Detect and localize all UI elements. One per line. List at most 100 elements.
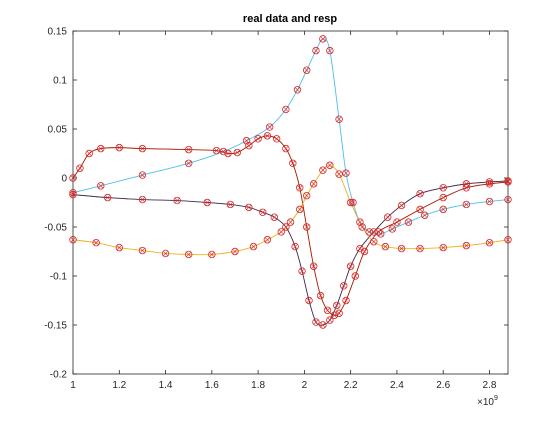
data-point-cross xyxy=(463,243,469,249)
data-point-marker xyxy=(305,296,313,305)
data-point-marker xyxy=(254,135,262,143)
x-exponent-base: ×10 xyxy=(477,397,494,408)
data-point-marker xyxy=(356,218,364,226)
data-point-cross xyxy=(70,237,76,243)
data-point-marker xyxy=(277,228,285,236)
data-point-marker xyxy=(319,166,327,174)
data-point-marker xyxy=(302,66,311,74)
data-point-cross xyxy=(297,206,303,212)
data-point-cross xyxy=(204,199,210,206)
data-point-cross xyxy=(486,181,493,187)
marker-layer xyxy=(69,35,512,329)
data-point-cross xyxy=(264,237,270,243)
data-point-cross xyxy=(250,244,256,250)
data-point-cross xyxy=(348,263,354,269)
data-point-cross xyxy=(311,181,317,187)
data-point-marker xyxy=(309,180,318,188)
data-point-marker xyxy=(296,184,304,192)
data-point-cross xyxy=(255,136,261,142)
data-point-cross xyxy=(505,237,511,243)
data-point-marker xyxy=(416,189,424,198)
data-point-marker xyxy=(485,238,494,247)
data-point-cross xyxy=(70,190,76,196)
data-point-marker xyxy=(416,244,424,253)
data-point-cross xyxy=(213,148,219,154)
data-point-cross xyxy=(70,192,76,198)
data-point-cross xyxy=(271,214,277,220)
data-point-marker xyxy=(462,200,471,209)
data-point-marker xyxy=(302,191,311,200)
data-point-cross xyxy=(139,197,145,203)
data-point-marker xyxy=(242,137,251,145)
data-point-cross xyxy=(399,246,405,252)
data-point-cross xyxy=(86,150,92,157)
data-point-cross xyxy=(246,204,252,210)
data-point-marker xyxy=(504,195,512,204)
data-point-marker xyxy=(335,309,343,317)
data-point-cross xyxy=(417,206,423,212)
data-point-marker xyxy=(370,228,378,236)
data-point-marker xyxy=(370,237,378,246)
data-point-marker xyxy=(416,205,424,214)
data-point-marker xyxy=(219,147,228,156)
data-point-marker xyxy=(92,238,100,247)
data-point-marker xyxy=(333,301,341,310)
data-point-cross xyxy=(174,198,180,204)
data-point-cross xyxy=(299,268,305,274)
data-point-marker xyxy=(293,86,302,94)
data-point-cross xyxy=(334,302,340,308)
x-tick-label: 1.6 xyxy=(205,380,219,391)
tick-marks: 1 1.2 1.4 1.6 1.8 2 2.2 2.4 2.6 2.8 -0.2 -0.15 -0.1 -… xyxy=(44,27,508,391)
data-point-marker xyxy=(365,228,373,236)
data-point-marker xyxy=(173,196,181,205)
data-point-marker xyxy=(184,145,193,154)
data-point-marker xyxy=(404,218,413,226)
y-tick-label: 0.15 xyxy=(48,27,68,38)
data-point-cross xyxy=(274,136,280,142)
data-point-marker xyxy=(319,321,327,329)
y-tick-label: 0 xyxy=(61,174,67,185)
y-tick-label: -0.05 xyxy=(44,223,67,234)
data-point-cross xyxy=(327,317,333,323)
data-point-marker xyxy=(421,211,429,219)
data-point-marker xyxy=(349,198,357,207)
data-point-cross xyxy=(186,160,192,166)
data-point-marker xyxy=(184,159,193,167)
x-tick-label: 1.2 xyxy=(112,380,126,391)
data-point-marker xyxy=(263,236,272,244)
data-point-cross xyxy=(417,191,423,197)
data-point-cross xyxy=(77,165,83,171)
data-point-marker xyxy=(323,306,332,314)
data-point-marker xyxy=(383,213,392,221)
data-point-cross xyxy=(283,106,289,112)
data-point-cross xyxy=(371,229,377,235)
data-point-cross xyxy=(440,245,446,251)
data-point-cross xyxy=(505,197,511,203)
data-point-marker xyxy=(69,190,77,199)
data-point-cross xyxy=(116,145,122,151)
data-point-cross xyxy=(320,36,326,42)
data-point-marker xyxy=(312,46,320,55)
plot-box xyxy=(72,30,509,375)
data-point-marker xyxy=(330,311,339,319)
y-tick-label: -0.1 xyxy=(50,272,68,283)
data-point-cross xyxy=(311,263,317,269)
x-tick-label: 1.4 xyxy=(159,380,173,391)
data-point-marker xyxy=(326,46,334,55)
data-point-cross xyxy=(297,185,303,191)
data-point-cross xyxy=(440,206,446,212)
data-point-cross xyxy=(486,179,493,185)
data-point-marker xyxy=(231,247,239,256)
data-point-marker xyxy=(397,244,406,253)
data-point-marker xyxy=(397,201,406,210)
data-point-marker xyxy=(208,250,216,259)
data-point-cross xyxy=(246,143,252,149)
chart-title: real data and resp xyxy=(243,13,337,25)
data-point-marker xyxy=(462,184,471,192)
x-exponent-power: 9 xyxy=(494,395,498,402)
data-point-marker xyxy=(319,35,327,43)
data-point-marker xyxy=(485,178,494,186)
data-point-cross xyxy=(325,307,331,313)
data-point-marker xyxy=(346,198,355,207)
